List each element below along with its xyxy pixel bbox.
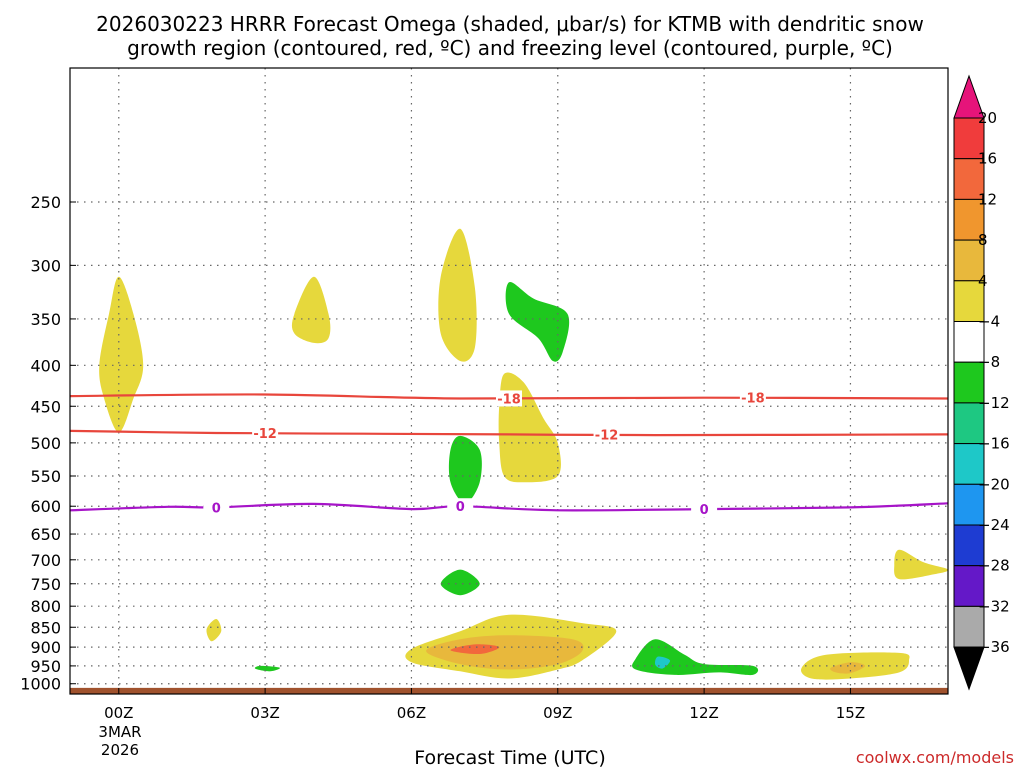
- y-tick-label: 350: [30, 310, 61, 329]
- contour-label-bg: [252, 425, 279, 442]
- colorbar-tick-label: 4: [978, 272, 988, 290]
- contour-label-bg: [496, 390, 522, 407]
- date-label-day: 3MAR: [98, 723, 141, 741]
- x-axis-ticks: 00Z 03Z 06Z 09Z 12Z 15Z: [104, 688, 865, 722]
- x-tick-label: 06Z: [397, 704, 426, 722]
- dendritic-minus-12-line: [69, 429, 949, 437]
- contour-label: 0: [456, 500, 465, 515]
- y-axis-ticks: 2503003504004505005506006507007508008509…: [20, 193, 76, 694]
- contour-label-bg: [739, 389, 766, 406]
- colorbar-band: [953, 605, 985, 648]
- omega-region: [438, 228, 477, 362]
- contour-label: -12: [595, 428, 619, 443]
- date-label-year: 2026: [101, 741, 139, 759]
- colorbar-tick-label: −28: [978, 557, 1010, 575]
- y-tick-label: 400: [30, 356, 61, 375]
- colorbar-band: [953, 565, 985, 607]
- omega-region: [426, 635, 584, 670]
- omega-region: [291, 276, 331, 344]
- x-tick-label: 12Z: [689, 704, 718, 722]
- temperature-contours: -18 -18 -12 -12 0 0 0: [69, 389, 949, 518]
- colorbar-tick-label: 12: [978, 190, 997, 208]
- omega-region: [448, 435, 482, 504]
- y-tick-label: 1000: [20, 675, 61, 694]
- x-tick-label: 15Z: [836, 704, 865, 722]
- colorbar-band: [953, 239, 985, 282]
- omega-region: [99, 276, 144, 433]
- omega-region: [206, 618, 222, 642]
- colorbar-bottom-arrow: [953, 646, 985, 691]
- plot-area: -18 -18 -12 -12 0 0 0: [69, 67, 949, 695]
- colorbar-band: [953, 361, 985, 404]
- colorbar-tick-label: 8: [978, 231, 988, 249]
- contour-label-bg: [691, 501, 718, 518]
- y-tick-label: 550: [30, 467, 61, 486]
- colorbar-band: [953, 443, 985, 485]
- contour-label: 0: [212, 501, 221, 516]
- colorbar-tick-label: 20: [978, 109, 997, 127]
- y-tick-label: 500: [30, 434, 61, 453]
- y-tick-label: 950: [30, 657, 61, 676]
- omega-region: [254, 665, 280, 672]
- colorbar-band: [953, 402, 985, 445]
- y-tick-label: 800: [30, 597, 61, 616]
- colorbar-tick-label: −16: [978, 435, 1010, 453]
- omega-shading-layer: [99, 228, 949, 680]
- colorbar-band: [953, 321, 985, 363]
- contour-label-bg: [203, 499, 230, 516]
- colorbar-tick-label: −8: [978, 353, 1000, 371]
- colorbar-tick-label: −12: [978, 394, 1010, 412]
- credit-text: coolwx.com/models: [856, 748, 1014, 767]
- y-tick-label: 750: [30, 575, 61, 594]
- colorbar-band: [953, 198, 985, 241]
- y-tick-label: 650: [30, 525, 61, 544]
- x-tick-label: 09Z: [543, 704, 572, 722]
- y-tick-label: 850: [30, 618, 61, 637]
- colorbar-tick-label: −36: [978, 638, 1010, 656]
- contour-label-bg: [593, 426, 620, 443]
- contour-label: -18: [497, 392, 521, 407]
- colorbar-tick-label: −32: [978, 597, 1010, 615]
- dendritic-minus-18-line: [69, 393, 949, 400]
- y-tick-label: 300: [30, 256, 61, 275]
- y-tick-label: 700: [30, 551, 61, 570]
- y-tick-label: 900: [30, 638, 61, 657]
- plot-frame: [69, 67, 949, 695]
- contour-label: -18: [741, 392, 765, 407]
- colorbar: 20 16 12 8 4 −4 −8 −12 −16 −20 −24 −28 −32 −36: [953, 74, 1010, 691]
- colorbar-tick-label: 16: [978, 150, 997, 168]
- chart-title-line-1: 2026030223 HRRR Forecast Omega (shaded, …: [96, 12, 924, 36]
- x-tick-label: 03Z: [250, 704, 279, 722]
- contour-label: 0: [700, 503, 709, 518]
- chart-title-line-2: growth region (contoured, red, ºC) and f…: [127, 36, 893, 60]
- omega-region: [830, 662, 866, 674]
- omega-region: [894, 549, 949, 580]
- omega-region: [505, 281, 570, 362]
- colorbar-band: [953, 280, 985, 322]
- y-tick-label: 450: [30, 397, 61, 416]
- y-tick-label: 250: [30, 193, 61, 212]
- x-axis-label: Forecast Time (UTC): [414, 747, 605, 768]
- colorbar-tick-label: −4: [978, 313, 1000, 331]
- omega-region: [440, 569, 480, 596]
- x-tick-label: 00Z: [104, 704, 133, 722]
- surface-band: [70, 687, 948, 694]
- y-tick-label: 600: [30, 497, 61, 516]
- contour-label: -12: [253, 427, 277, 442]
- contour-label-bg: [447, 498, 474, 515]
- colorbar-tick-label: −24: [978, 516, 1010, 534]
- colorbar-tick-label: −20: [978, 475, 1010, 493]
